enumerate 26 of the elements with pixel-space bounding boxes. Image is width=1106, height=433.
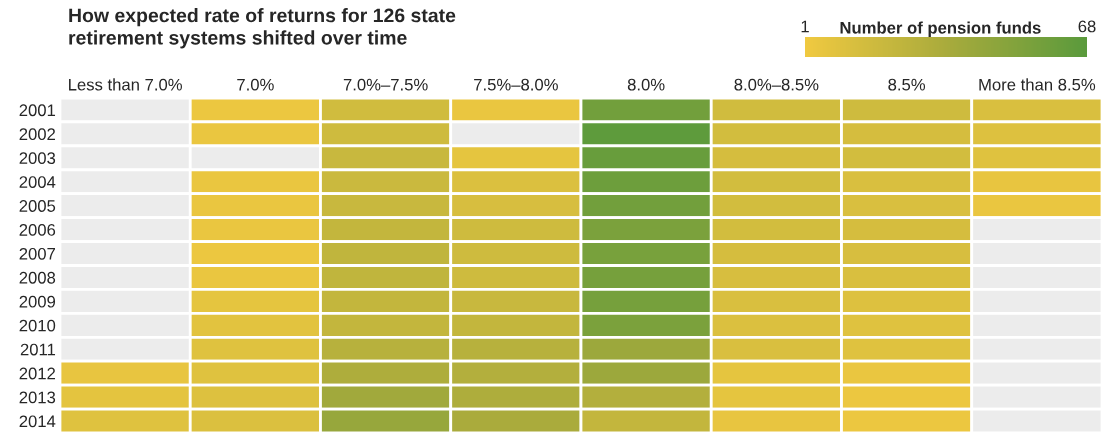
y-tick-label: 2010 bbox=[19, 319, 56, 332]
y-tick-label: 2014 bbox=[19, 415, 56, 428]
x-tick-label: 7.0% bbox=[237, 78, 274, 91]
chart-title: How expected rate of returns for 126 state retirement systems shifted over time bbox=[69, 8, 456, 49]
color-bar-label: 68 bbox=[1078, 20, 1096, 33]
y-tick-label: 2007 bbox=[19, 247, 55, 260]
x-tick-label: Less than 7.0% bbox=[69, 78, 182, 91]
y-tick-label: 2006 bbox=[19, 224, 56, 236]
x-tick-label: 8.0% bbox=[627, 78, 665, 91]
color-bar-label: 1 bbox=[801, 20, 809, 33]
y-tick-label: 2002 bbox=[19, 128, 55, 141]
y-tick-label: 2012 bbox=[19, 367, 55, 380]
y-tick-label: 2003 bbox=[19, 152, 56, 165]
y-tick-label: 2011 bbox=[20, 343, 56, 356]
x-tick-label: More than 8.5% bbox=[979, 78, 1096, 91]
x-tick-label: 7.0%–7.5% bbox=[343, 78, 428, 91]
y-tick-label: 2001 bbox=[19, 104, 56, 117]
y-tick-label: 2004 bbox=[19, 176, 56, 188]
color-bar-title: Number of pension funds bbox=[840, 21, 1041, 37]
y-tick-label: 2005 bbox=[19, 200, 56, 212]
x-tick-label: 8.0%–8.5% bbox=[734, 78, 819, 91]
y-tick-label: 2013 bbox=[19, 391, 56, 404]
y-tick-label: 2009 bbox=[19, 295, 56, 308]
x-tick-label: 7.5%–8.0% bbox=[474, 78, 558, 91]
y-tick-label: 2008 bbox=[19, 271, 56, 284]
x-tick-label: 8.5% bbox=[888, 78, 926, 91]
